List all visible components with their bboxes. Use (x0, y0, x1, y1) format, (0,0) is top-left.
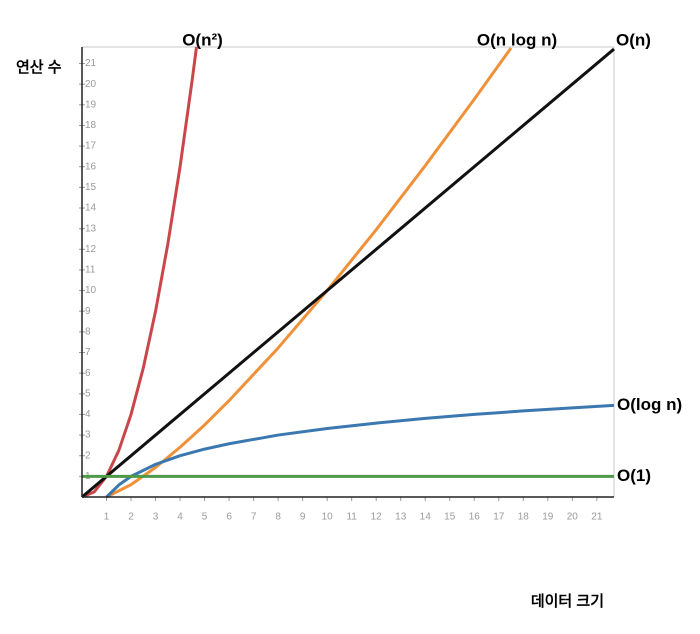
series-label: O(n) (616, 30, 651, 49)
x-tick-label: 6 (226, 512, 232, 523)
x-tick-label: 3 (153, 512, 159, 523)
x-tick-label: 16 (469, 512, 481, 523)
y-tick-label: 4 (85, 409, 91, 420)
series-line (81, 47, 615, 499)
y-tick-label: 6 (85, 368, 91, 379)
x-tick-label: 19 (542, 512, 554, 523)
series-label: O(n log n) (477, 30, 557, 49)
y-tick-label: 3 (85, 430, 91, 441)
series-label: O(log n) (617, 395, 682, 414)
x-tick-label: 1 (104, 512, 110, 523)
y-axis-title: 연산 수 (16, 59, 62, 76)
y-tick-label: 8 (85, 327, 91, 338)
x-tick-label: 21 (591, 512, 603, 523)
series-line (105, 47, 513, 499)
y-tick-label: 2 (85, 450, 91, 461)
x-tick-label: 8 (275, 512, 281, 523)
y-tick-label: 15 (85, 182, 97, 193)
x-tick-label: 2 (128, 512, 134, 523)
x-tick-label: 20 (567, 512, 579, 523)
y-tick-label: 17 (85, 141, 97, 152)
x-tick-label: 11 (346, 512, 357, 523)
series-label: O(n²) (182, 30, 223, 49)
y-tick-label: 21 (85, 58, 97, 69)
y-tick-label: 9 (85, 306, 91, 317)
x-tick-label: 4 (177, 512, 183, 523)
y-tick-label: 11 (85, 265, 96, 276)
x-tick-label: 17 (493, 512, 505, 523)
x-tick-label: 7 (251, 512, 257, 523)
y-tick-label: 18 (85, 120, 97, 131)
x-tick-label: 15 (444, 512, 456, 523)
y-tick-label: 20 (85, 79, 97, 90)
x-tick-label: 5 (202, 512, 208, 523)
x-tick-label: 9 (300, 512, 306, 523)
y-tick-label: 12 (85, 244, 97, 255)
y-tick-label: 5 (85, 388, 91, 399)
x-tick-label: 13 (395, 512, 407, 523)
series-line (81, 46, 198, 499)
x-tick-label: 10 (322, 512, 334, 523)
x-tick-label: 12 (371, 512, 383, 523)
series-line (105, 403, 615, 499)
y-tick-label: 13 (85, 223, 97, 234)
y-tick-label: 7 (85, 347, 91, 358)
y-tick-label: 14 (85, 203, 97, 214)
x-axis-title: 데이터 크기 (531, 593, 604, 610)
x-tick-label: 18 (518, 512, 530, 523)
y-tick-label: 19 (85, 99, 97, 110)
series-label: O(1) (617, 466, 651, 485)
y-tick-label: 10 (85, 285, 97, 296)
y-tick-label: 16 (85, 161, 97, 172)
x-tick-label: 14 (420, 512, 432, 523)
